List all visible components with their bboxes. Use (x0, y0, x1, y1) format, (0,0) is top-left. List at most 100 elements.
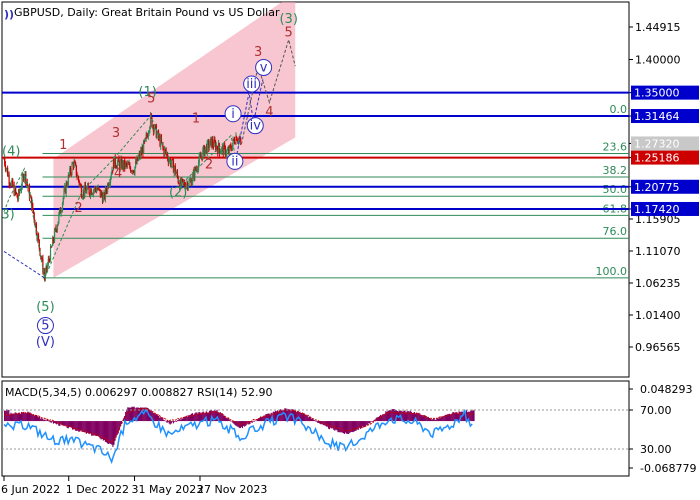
macd-histogram-bar (79, 421, 81, 432)
candle-body (226, 149, 228, 155)
candle-body (147, 135, 149, 138)
candle-body (85, 190, 87, 194)
candle-body (89, 189, 92, 196)
candle-body (100, 191, 102, 197)
macd-histogram-bar (357, 421, 359, 430)
candle-body (172, 159, 175, 173)
macd-histogram-bar (172, 421, 175, 424)
macd-histogram-bar (189, 414, 192, 422)
macd-histogram-bar (412, 412, 415, 422)
macd-histogram-bar (183, 417, 185, 422)
macd-histogram-bar (371, 421, 373, 422)
macd-histogram-bar (47, 419, 49, 422)
macd-histogram-bar (40, 418, 42, 422)
macd-histogram-bar (107, 421, 109, 444)
wave-label: 4 (265, 105, 273, 120)
macd-histogram-bar (385, 411, 387, 422)
macd-histogram-bar (402, 411, 404, 422)
macd-histogram-bar (404, 410, 406, 422)
candle-body (214, 139, 216, 143)
macd-histogram-bar (367, 421, 369, 426)
candle-body (92, 193, 94, 195)
macd-histogram-bar (102, 421, 104, 441)
candle-body (140, 150, 142, 157)
candle-body (219, 152, 221, 154)
macd-histogram-bar (450, 414, 452, 422)
macd-histogram-bar (256, 419, 258, 422)
macd-histogram-bar (156, 415, 159, 422)
macd-histogram-bar (416, 412, 418, 422)
candle-body (77, 176, 80, 181)
macd-histogram-bar (359, 421, 361, 429)
macd-histogram-bar (377, 416, 380, 422)
macd-histogram-bar (80, 421, 82, 431)
candle-body (181, 178, 184, 180)
fib-level-label: 38.2 (603, 164, 628, 177)
macd-histogram-bar (215, 411, 217, 422)
macd-histogram-bar (233, 421, 235, 424)
macd-histogram-bar (58, 421, 60, 426)
macd-histogram-bar (134, 408, 136, 422)
candle-body (168, 160, 170, 163)
candle-body (65, 182, 67, 194)
candle-body (130, 170, 132, 172)
candle-body (182, 179, 184, 183)
macd-histogram-bar (314, 420, 316, 422)
macd-histogram-bar (111, 421, 113, 445)
candle-body (94, 186, 96, 190)
candle-body (12, 179, 14, 187)
macd-histogram-bar (196, 412, 198, 422)
candle-body (125, 162, 127, 164)
candle-body (33, 212, 35, 221)
macd-histogram-bar (426, 417, 428, 422)
macd-histogram-bar (451, 413, 453, 422)
macd-histogram-bar (44, 419, 46, 422)
wave-label-circle (36, 317, 54, 335)
macd-histogram-bar (446, 414, 449, 422)
macd-histogram-bar (201, 412, 203, 422)
macd-histogram-bar (117, 421, 119, 434)
macd-histogram-bar (137, 407, 140, 422)
candle-body (110, 174, 112, 178)
macd-histogram-bar (264, 415, 266, 422)
macd-histogram-bar (439, 418, 441, 422)
candle-body (59, 208, 61, 214)
macd-histogram-bar (14, 412, 16, 422)
price-tick-label: 1.01400 (635, 309, 681, 322)
candle-body (198, 155, 200, 163)
macd-histogram-bar (473, 409, 475, 422)
chart-title: GBPUSD, Daily: Great Britain Pound vs US… (14, 6, 280, 19)
candle-body (83, 189, 85, 196)
candle-body (143, 140, 145, 142)
candle-body (232, 138, 234, 145)
macd-histogram-bar (217, 411, 219, 422)
candle-body (129, 167, 132, 172)
candle-body (152, 125, 155, 132)
candle-body (221, 147, 223, 152)
macd-histogram-bar (394, 410, 397, 422)
macd-histogram-bar (452, 412, 454, 422)
price-label-text: 1.17420 (634, 203, 680, 216)
macd-histogram-bar (69, 421, 72, 428)
macd-histogram-bar (101, 421, 103, 440)
macd-histogram-bar (319, 421, 321, 424)
macd-histogram-bar (177, 420, 179, 422)
wave-label-circle (243, 75, 261, 93)
macd-histogram-bar (368, 421, 370, 424)
candle-body (45, 265, 47, 272)
macd-histogram-bar (184, 416, 186, 422)
candle-body (215, 145, 217, 150)
macd-histogram-bar (304, 414, 306, 422)
candle-body (223, 144, 225, 155)
macd-histogram-bar (252, 420, 254, 422)
macd-histogram-bar (337, 421, 339, 433)
macd-histogram-bar (258, 418, 261, 422)
macd-histogram-bar (207, 412, 210, 422)
candle-body (11, 179, 13, 182)
macd-histogram-bar (255, 420, 257, 422)
macd-histogram-bar (431, 419, 434, 422)
macd-histogram-bar (33, 415, 35, 422)
candle-body (89, 193, 91, 196)
candle-body (228, 148, 230, 154)
macd-histogram-bar (253, 421, 255, 422)
